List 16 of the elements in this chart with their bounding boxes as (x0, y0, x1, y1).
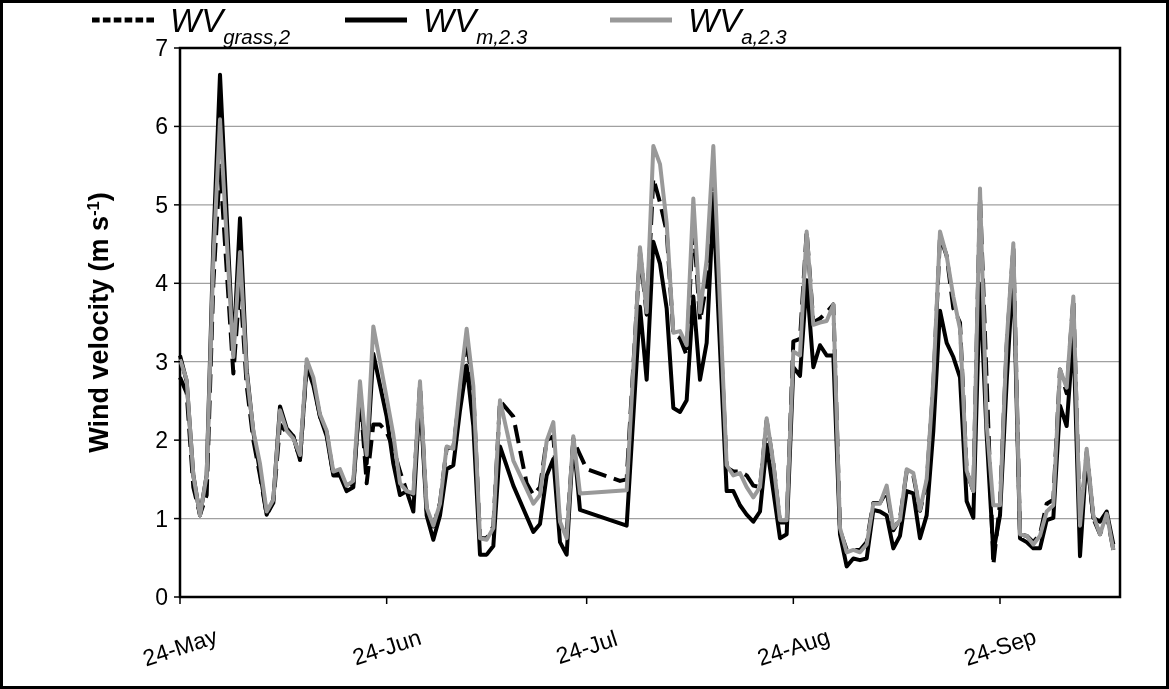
y-tick-label: 5 (155, 191, 168, 218)
y-tick-label: 2 (155, 427, 168, 454)
x-tick-label: 24-Aug (754, 623, 833, 671)
y-tick-label: 7 (155, 35, 168, 61)
y-tick-label: 3 (155, 348, 168, 375)
x-tick-label: 24-Jul (552, 624, 621, 670)
x-tick-label: 24-Sep (960, 623, 1040, 671)
legend-label: WV$_{a,2.3}$ (688, 2, 788, 48)
legend-label: WV$_{m,2.3}$ (423, 2, 528, 48)
legend-label: WV$_{grass,2}$ (170, 2, 291, 48)
x-tick-label: 24-May (139, 622, 221, 672)
y-tick-label: 1 (155, 505, 168, 532)
y-tick-label: 0 (155, 584, 168, 610)
y-tick-label: 4 (155, 270, 169, 297)
x-tick-label: 24-Jun (349, 623, 425, 671)
y-tick-label: 6 (155, 113, 168, 140)
